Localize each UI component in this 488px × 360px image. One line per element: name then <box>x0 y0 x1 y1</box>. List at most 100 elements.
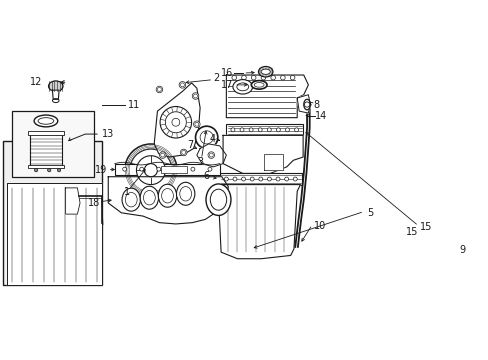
Circle shape <box>157 167 161 171</box>
Circle shape <box>161 153 164 157</box>
Circle shape <box>122 167 126 171</box>
Circle shape <box>293 177 297 181</box>
Circle shape <box>241 177 245 181</box>
Polygon shape <box>223 135 303 174</box>
Circle shape <box>230 128 234 132</box>
Circle shape <box>57 168 61 172</box>
Circle shape <box>159 152 165 158</box>
Circle shape <box>276 177 280 181</box>
Text: 2: 2 <box>213 73 219 83</box>
Circle shape <box>200 131 213 144</box>
Circle shape <box>195 126 217 149</box>
Circle shape <box>182 150 185 154</box>
Circle shape <box>130 149 172 191</box>
Circle shape <box>232 177 237 181</box>
Ellipse shape <box>38 118 54 124</box>
Text: 15: 15 <box>419 222 431 232</box>
Circle shape <box>124 144 177 197</box>
Circle shape <box>251 75 256 80</box>
Circle shape <box>231 75 236 80</box>
Polygon shape <box>217 185 300 259</box>
Circle shape <box>294 128 298 132</box>
Circle shape <box>258 128 262 132</box>
Circle shape <box>250 177 254 181</box>
Circle shape <box>180 83 184 87</box>
Circle shape <box>34 168 38 172</box>
Ellipse shape <box>48 81 63 91</box>
Ellipse shape <box>254 82 264 87</box>
Circle shape <box>194 122 199 126</box>
Text: 9: 9 <box>459 245 465 255</box>
Circle shape <box>224 177 228 181</box>
Ellipse shape <box>52 99 59 103</box>
Text: 3: 3 <box>197 157 203 167</box>
Ellipse shape <box>140 186 158 209</box>
Polygon shape <box>65 188 80 214</box>
Bar <box>28 131 63 135</box>
Circle shape <box>267 177 271 181</box>
Text: 10: 10 <box>313 221 325 231</box>
Ellipse shape <box>143 190 155 205</box>
Text: 8: 8 <box>313 100 319 109</box>
Circle shape <box>261 75 265 80</box>
Text: 1: 1 <box>123 187 129 197</box>
Circle shape <box>284 177 288 181</box>
Bar <box>161 166 186 173</box>
Circle shape <box>179 82 185 88</box>
Bar <box>219 174 301 185</box>
Circle shape <box>248 128 253 132</box>
Text: 13: 13 <box>102 129 114 139</box>
Text: 18: 18 <box>87 198 100 208</box>
Ellipse shape <box>251 81 266 89</box>
Text: 17: 17 <box>220 80 232 90</box>
Circle shape <box>207 152 214 158</box>
Polygon shape <box>226 75 308 118</box>
Ellipse shape <box>232 80 252 94</box>
Bar <box>29 133 62 167</box>
Polygon shape <box>154 83 200 157</box>
Text: 11: 11 <box>128 100 140 109</box>
Ellipse shape <box>261 69 270 75</box>
Ellipse shape <box>158 184 176 207</box>
Polygon shape <box>297 95 310 113</box>
Polygon shape <box>108 177 228 224</box>
Text: 19: 19 <box>95 165 107 175</box>
Ellipse shape <box>303 99 310 110</box>
Ellipse shape <box>125 193 137 207</box>
Circle shape <box>304 102 309 107</box>
Ellipse shape <box>210 189 226 210</box>
Polygon shape <box>263 154 283 170</box>
Ellipse shape <box>122 188 140 211</box>
Circle shape <box>258 177 262 181</box>
Circle shape <box>156 86 163 93</box>
Text: 4: 4 <box>209 134 215 144</box>
Circle shape <box>459 238 464 243</box>
Text: 12: 12 <box>30 77 42 87</box>
Circle shape <box>193 121 200 127</box>
Ellipse shape <box>236 83 248 91</box>
Circle shape <box>290 75 294 80</box>
Ellipse shape <box>176 182 194 205</box>
Circle shape <box>136 156 165 185</box>
Text: 16: 16 <box>220 68 232 78</box>
Circle shape <box>270 75 275 80</box>
Ellipse shape <box>162 189 173 203</box>
Circle shape <box>157 87 161 91</box>
Bar <box>226 124 303 135</box>
Circle shape <box>285 128 289 132</box>
Circle shape <box>172 118 180 126</box>
Bar <box>3 141 102 285</box>
Circle shape <box>180 149 186 156</box>
Ellipse shape <box>180 186 191 201</box>
Text: 15: 15 <box>405 228 417 238</box>
Circle shape <box>267 128 271 132</box>
Bar <box>12 111 94 177</box>
Circle shape <box>193 94 197 98</box>
Circle shape <box>207 167 211 171</box>
Polygon shape <box>52 90 59 99</box>
Circle shape <box>190 167 194 171</box>
Bar <box>28 165 63 168</box>
Bar <box>115 163 219 175</box>
Polygon shape <box>6 183 102 285</box>
Circle shape <box>240 128 244 132</box>
